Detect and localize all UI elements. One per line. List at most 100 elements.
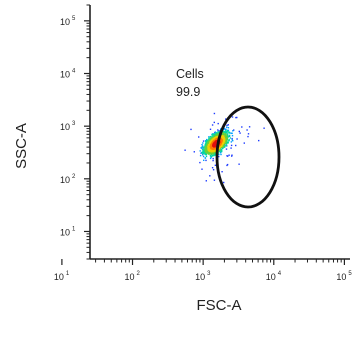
event-dot [236,116,238,119]
event-dot [221,150,223,152]
event-dot [232,130,234,132]
event-dot [236,138,238,140]
event-dot [226,134,228,136]
event-dot [207,139,209,142]
x-axis-title: FSC-A [197,297,242,314]
cells-gate [215,105,281,209]
event-dot [246,129,248,131]
axis-ticks: 10 1 10 2 10 3 10 4 10 510 110 210 310 410 5 [54,4,352,282]
event-dot [227,155,229,157]
event-dot [227,140,229,142]
event-dot [227,124,229,126]
event-dot [235,116,237,119]
event-dot [204,157,206,159]
event-dot [220,149,223,151]
event-dot [226,163,229,166]
x-tick-label: 10 [336,272,346,282]
event-dot [209,157,212,160]
event-dot [248,126,251,128]
event-dot [231,154,233,156]
event-dot [228,154,230,156]
event-dot [206,141,208,143]
event-dot [218,153,220,156]
event-dot [202,152,205,154]
event-dot [229,137,231,139]
event-dot [209,128,212,130]
event-dot [225,145,227,147]
event-dot [212,136,214,139]
event-dot [229,132,231,134]
event-dot [213,112,216,115]
event-dot [226,138,228,141]
event-dot [224,137,226,139]
event-dot [202,149,205,151]
event-dot [223,128,225,131]
event-dot [224,140,226,143]
event-dot [219,152,222,154]
event-dot [232,140,234,142]
event-dot [226,129,228,132]
event-dot [231,137,233,140]
event-dot [210,156,212,158]
event-dot [211,167,214,169]
event-dot [211,137,214,139]
event-dot [222,143,225,145]
event-dot [231,116,234,118]
event-dot [214,152,217,154]
y-tick-exponent: 2 [72,174,76,180]
event-dot [214,154,216,156]
y-tick-exponent: 5 [72,16,76,22]
event-dot [220,153,222,156]
event-dot [211,124,214,126]
x-tick-label: 10 [125,272,135,282]
event-dot [220,149,222,151]
event-dot [230,147,232,149]
event-dot [228,140,230,142]
event-dot [223,127,226,130]
event-dot [239,132,241,134]
y-tick-label: 10 [60,227,70,237]
event-dot [206,138,208,141]
event-dot [213,154,215,157]
event-dot [263,127,265,129]
event-dot [222,147,224,149]
event-dot [217,122,219,125]
event-dot [226,164,228,167]
event-dot [226,126,228,128]
event-dot [211,134,213,136]
event-dot [227,127,230,129]
event-dot [205,149,208,151]
event-dot [193,151,195,153]
event-dot [212,169,215,171]
event-dot [228,135,230,137]
x-tick-label: 10 [54,272,64,282]
y-tick-label: 10 [60,175,70,185]
x-tick-exponent: 4 [278,271,282,277]
y-tick-label: 10 [60,122,70,132]
event-dot [201,168,203,170]
event-dot [233,129,235,131]
event-dot [230,144,233,147]
event-dot [203,147,206,149]
x-tick-label: 10 [266,272,276,282]
y-tick-label: 10 [60,17,70,27]
event-dot [243,142,245,144]
event-dot [238,130,240,133]
event-dot [199,161,201,164]
event-dot [247,133,250,135]
event-dot [205,155,208,158]
event-dot [214,133,216,136]
event-dot [204,148,206,151]
event-dot [205,159,207,162]
event-dot [209,175,211,177]
event-dot [227,131,229,133]
event-dot [202,155,205,158]
x-tick-exponent: 1 [66,271,70,277]
event-dot [226,132,228,134]
event-dot [226,133,229,135]
event-dot [226,134,229,136]
event-dot [222,142,225,144]
event-dot [224,133,226,135]
event-dot [231,155,233,157]
event-dot [190,128,192,131]
